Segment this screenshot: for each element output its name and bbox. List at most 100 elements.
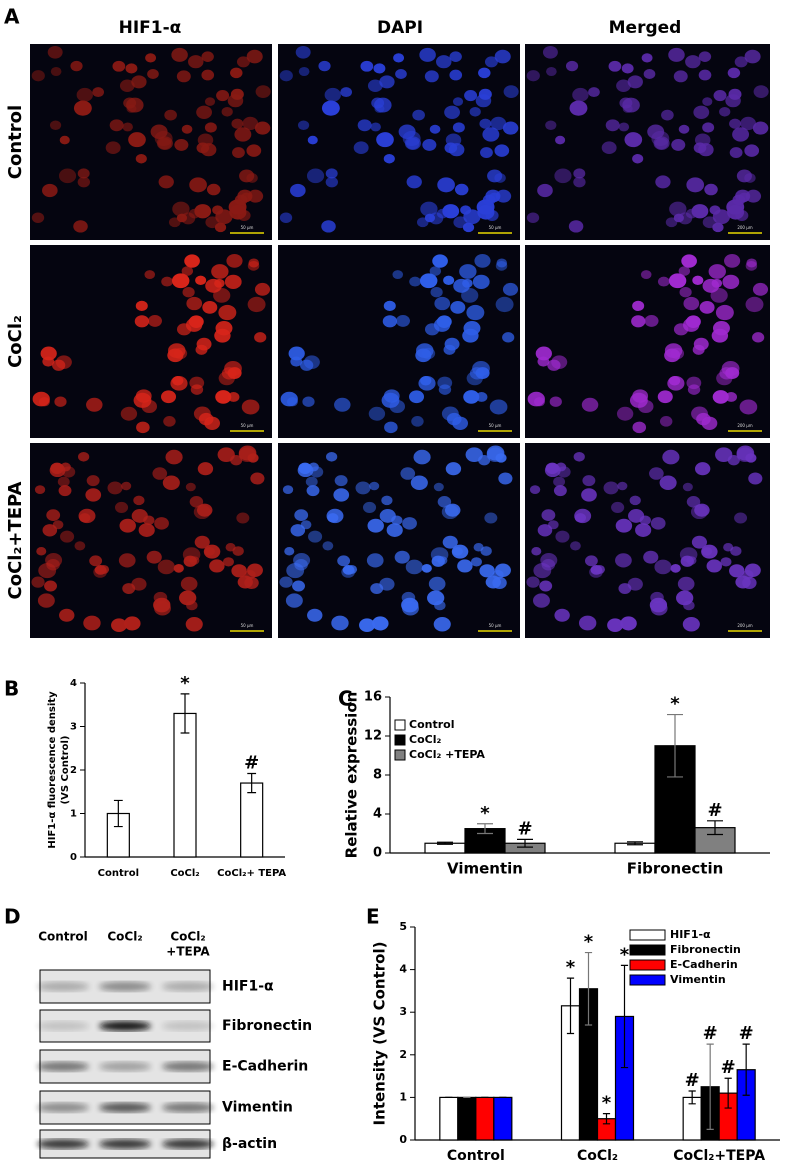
significance-marker: # xyxy=(517,818,532,839)
blot-band xyxy=(37,1139,89,1149)
blot-band xyxy=(162,1021,214,1031)
cell-nucleus xyxy=(201,51,214,62)
cell-nucleus xyxy=(369,481,380,491)
cell-nucleus xyxy=(337,555,351,567)
cell-nucleus xyxy=(234,194,248,206)
cell-nucleus xyxy=(186,296,203,311)
cell-nucleus xyxy=(659,475,677,490)
error-bar xyxy=(667,713,683,778)
cell-nucleus xyxy=(464,90,478,102)
cell-nucleus xyxy=(398,124,416,139)
cell-nucleus xyxy=(724,254,741,268)
cell-nucleus xyxy=(473,542,484,552)
cell-nucleus xyxy=(535,346,552,361)
cell-nucleus xyxy=(227,392,240,402)
significance-marker: * xyxy=(584,932,594,953)
legend-swatch xyxy=(629,974,666,986)
cell-nucleus xyxy=(601,141,617,155)
cell-nucleus xyxy=(360,60,374,72)
x-tick-label: Control xyxy=(98,868,139,879)
bar xyxy=(439,1096,459,1141)
blot-band xyxy=(37,981,89,992)
row-label: HIF1-α xyxy=(222,979,274,995)
cell-nucleus xyxy=(371,616,389,631)
scale-bar-label: 200 μm xyxy=(737,423,752,428)
cell-nucleus xyxy=(250,472,265,485)
blot-band xyxy=(99,1139,151,1149)
cell-nucleus xyxy=(657,276,670,287)
cell-nucleus xyxy=(495,189,512,203)
significance-marker: # xyxy=(244,752,259,773)
cell-nucleus xyxy=(438,384,452,395)
cell-nucleus xyxy=(196,503,213,517)
panel-label: E xyxy=(366,905,380,929)
cell-nucleus xyxy=(86,475,100,487)
cell-nucleus xyxy=(242,116,259,131)
cell-nucleus xyxy=(325,176,338,188)
cell-nucleus xyxy=(732,127,750,142)
cell-nucleus xyxy=(236,512,250,524)
cell-nucleus xyxy=(145,53,157,63)
cell-nucleus xyxy=(655,175,671,189)
cell-nucleus xyxy=(340,87,353,98)
cell-nucleus xyxy=(436,208,449,219)
cell-nucleus xyxy=(680,555,694,567)
cell-nucleus xyxy=(554,168,572,184)
x-tick-label: CoCl₂+ TEPA xyxy=(217,868,286,879)
cell-nucleus xyxy=(190,384,204,395)
cell-nucleus xyxy=(368,406,386,421)
cell-nucleus xyxy=(490,116,507,131)
cell-nucleus xyxy=(308,530,323,543)
cell-nucleus xyxy=(569,100,588,116)
cell-nucleus xyxy=(216,90,230,102)
significance-marker: # xyxy=(685,1070,700,1091)
row-label: β-actin xyxy=(222,1136,277,1152)
cell-nucleus xyxy=(131,577,147,591)
legend-label: Vimentin xyxy=(670,973,726,986)
micrograph: 50 μm xyxy=(278,443,520,638)
cell-nucleus xyxy=(367,79,383,93)
cell-nucleus xyxy=(400,467,416,480)
cell-nucleus xyxy=(135,154,147,164)
cell-nucleus xyxy=(679,287,692,298)
error-bar xyxy=(627,841,643,846)
cell-nucleus xyxy=(437,496,452,508)
cell-nucleus xyxy=(78,508,96,524)
cell-nucleus xyxy=(295,45,311,59)
cell-nucleus xyxy=(578,615,597,631)
cell-nucleus xyxy=(225,542,236,552)
cell-nucleus xyxy=(607,618,624,632)
cell-nucleus xyxy=(616,406,634,421)
cell-nucleus xyxy=(627,577,643,591)
cell-nucleus xyxy=(643,550,659,564)
cell-nucleus xyxy=(620,616,637,631)
cell-nucleus xyxy=(725,392,738,402)
cell-nucleus xyxy=(77,168,90,179)
cell-nucleus xyxy=(58,485,72,497)
error-bar xyxy=(620,964,629,1069)
scale-bar-label: 200 μm xyxy=(737,623,752,628)
cell-nucleus xyxy=(393,53,405,63)
cell-nucleus xyxy=(744,49,761,64)
cell-nucleus xyxy=(669,201,687,217)
cell-nucleus xyxy=(60,530,75,543)
cell-nucleus xyxy=(720,557,732,567)
cell-nucleus xyxy=(537,524,553,537)
cell-nucleus xyxy=(58,168,77,184)
scale-bar-label: 50 μm xyxy=(241,423,254,428)
cell-nucleus xyxy=(172,375,184,386)
cell-nucleus xyxy=(685,208,698,219)
cell-nucleus xyxy=(333,488,350,502)
cell-nucleus xyxy=(122,122,133,132)
cell-nucleus xyxy=(334,397,351,412)
cell-nucleus xyxy=(532,593,550,608)
cell-nucleus xyxy=(298,462,312,474)
cell-nucleus xyxy=(331,615,349,631)
cell-nucleus xyxy=(73,100,92,116)
cell-nucleus xyxy=(662,449,680,465)
cell-nucleus xyxy=(531,546,542,556)
cell-nucleus xyxy=(555,135,566,145)
panel-label: C xyxy=(338,687,353,711)
error-bar xyxy=(180,693,190,734)
cell-nucleus xyxy=(215,209,233,225)
